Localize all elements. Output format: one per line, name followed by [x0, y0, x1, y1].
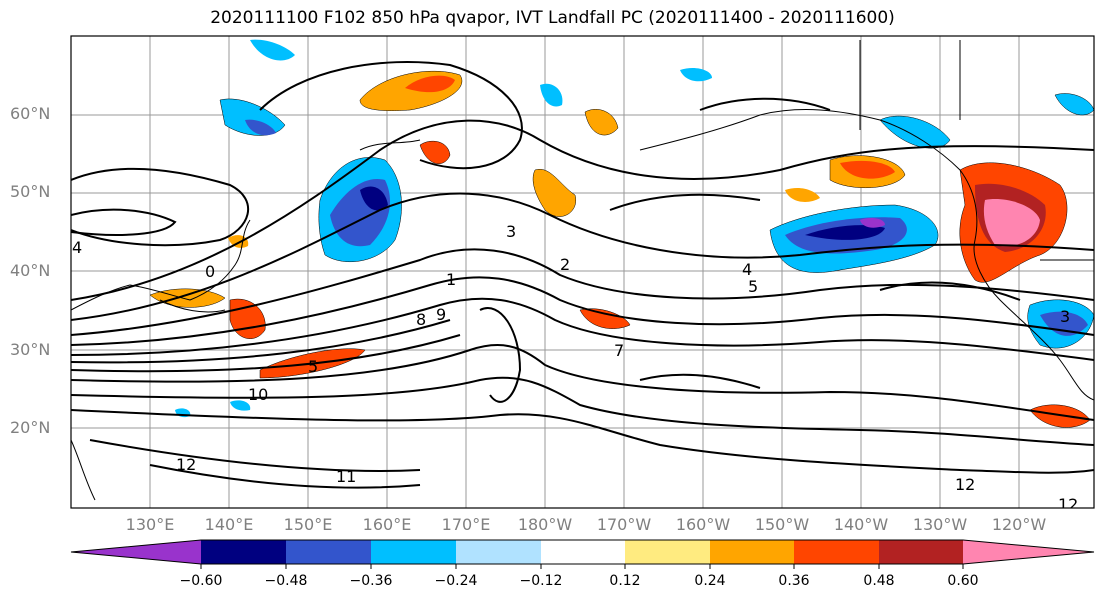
lon-label: 150°E [283, 515, 333, 534]
contour-label: 11 [336, 467, 356, 486]
colorbar-tick-label: −0.36 [349, 573, 393, 589]
positive-anomaly-patch [532, 168, 577, 217]
positive-anomaly-patch [584, 109, 619, 136]
map-frame [70, 35, 1095, 509]
contour-label: 5 [748, 277, 758, 296]
lon-label: 130°W [912, 515, 968, 534]
negative-anomaly-patch [245, 119, 276, 136]
positive-anomaly-patch [983, 199, 1040, 247]
colorbar [70, 539, 1095, 569]
colorbar-swatch [456, 540, 541, 564]
colorbar-swatch [541, 540, 625, 564]
contour-label: 4 [742, 260, 752, 279]
positive-anomaly-patch [785, 187, 820, 202]
negative-anomaly-patch [250, 39, 295, 61]
contour-label: 5 [308, 357, 318, 376]
colorbar-tick-label: 0.36 [778, 573, 810, 589]
colorbar-tick-label: −0.24 [434, 573, 478, 589]
contour-labels: 4 0 3 2 1 8 9 4 5 10 7 11 12 12 12 5 3 [72, 222, 1078, 514]
negative-anomaly-patch [1054, 93, 1094, 116]
lon-label: 180°W [517, 515, 573, 534]
lon-label: 160°W [675, 515, 731, 534]
colorbar-swatch [371, 540, 456, 564]
contour-label: 0 [205, 262, 215, 281]
colorbar-swatch [286, 540, 371, 564]
lon-label: 140°E [204, 515, 254, 534]
lat-label: 50°N [10, 182, 51, 201]
lat-label: 40°N [10, 261, 51, 280]
negative-anomaly-patch [805, 225, 885, 240]
lon-label: 140°W [833, 515, 889, 534]
contour-label: 1 [446, 270, 456, 289]
map-title: 2020111100 F102 850 hPa qvapor, IVT Land… [210, 8, 895, 28]
colorbar-tick-label: −0.48 [264, 573, 308, 589]
contour-label: 8 [416, 310, 426, 329]
contour-label: 3 [1060, 307, 1070, 326]
contour-label: 2 [560, 255, 570, 274]
colorbar-swatch [201, 540, 286, 564]
positive-anomaly-patch [405, 75, 455, 93]
negative-anomaly-patch [879, 115, 951, 149]
lat-label: 20°N [10, 418, 51, 437]
colorbar-extend-high [963, 540, 1094, 564]
lon-label: 170°W [596, 515, 652, 534]
lon-label: 160°E [362, 515, 412, 534]
lat-label: 60°N [10, 104, 51, 123]
lon-label: 130°E [125, 515, 175, 534]
contour-label: 10 [248, 385, 268, 404]
colorbar-swatch [794, 540, 879, 564]
colorbar-swatch [710, 540, 794, 564]
contour-label: 7 [614, 341, 624, 360]
colorbar-extend-low [71, 540, 201, 564]
contour-label: 12 [176, 455, 196, 474]
colorbar-tick-label: 0.48 [863, 573, 895, 589]
contour-label: 9 [436, 305, 446, 324]
positive-anomaly-patch [419, 140, 451, 164]
colorbar-tick-label: 0.60 [947, 573, 979, 589]
contour-label: 3 [506, 222, 516, 241]
negative-anomaly-patch [540, 83, 563, 107]
lon-label: 170°E [441, 515, 491, 534]
coastlines [71, 40, 1094, 501]
colorbar-tick-label: 0.24 [694, 573, 726, 589]
negative-anomaly-patch [680, 67, 712, 82]
contour-label: 12 [1058, 495, 1078, 514]
contour-label: 12 [955, 475, 975, 494]
colorbar-swatch [879, 540, 963, 564]
negative-anomaly-patch [230, 400, 251, 411]
contour-label: 4 [72, 238, 82, 257]
negative-anomaly-patch [360, 186, 388, 211]
negative-anomaly-patch [860, 217, 885, 228]
colorbar-tick-label: −0.12 [519, 573, 563, 589]
ivt-contours [71, 61, 1094, 489]
positive-anomaly-patch [579, 308, 631, 329]
colorbar-swatch [625, 540, 710, 564]
positive-anomaly-patch [840, 160, 895, 179]
lon-label: 120°W [991, 515, 1047, 534]
gridlines [71, 36, 1094, 508]
lon-label: 150°W [754, 515, 810, 534]
lat-label: 30°N [10, 340, 51, 359]
colorbar-tick-label: −0.60 [179, 573, 223, 589]
colorbar-tick-label: 0.12 [609, 573, 641, 589]
